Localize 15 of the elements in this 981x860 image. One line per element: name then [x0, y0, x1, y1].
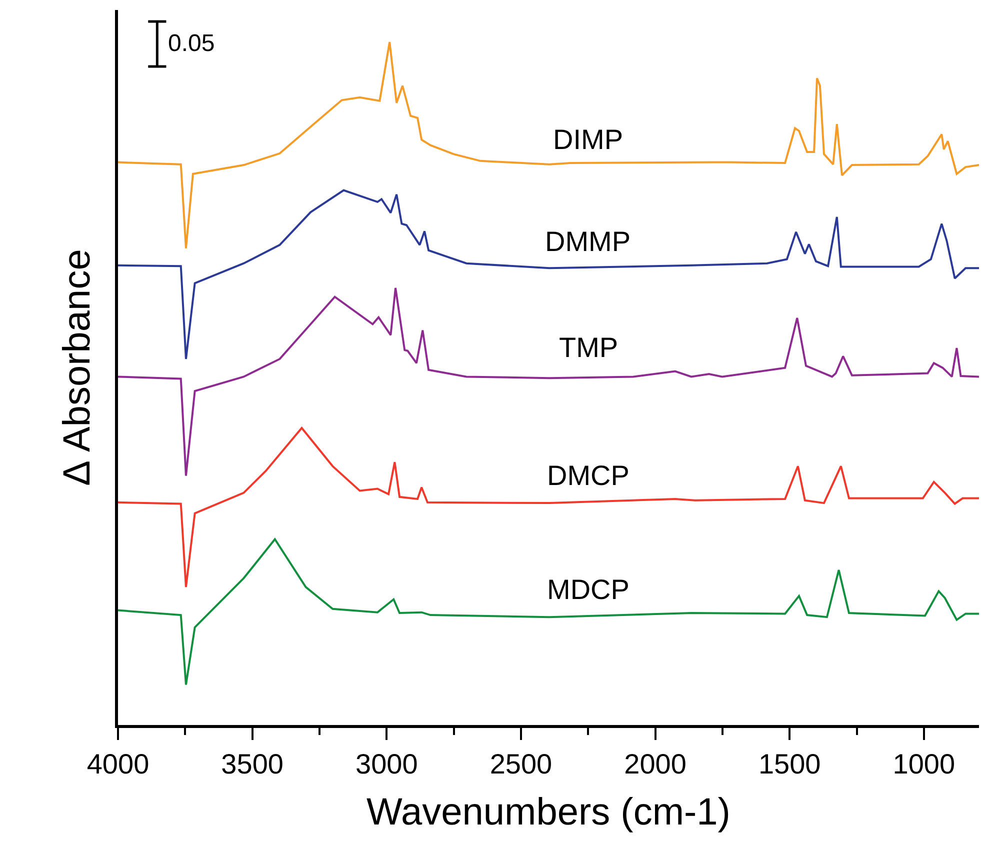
x-tick-label: 2000	[624, 748, 686, 780]
x-tick-label: 1500	[758, 748, 821, 780]
x-axis-title: Wavenumbers (cm-1)	[366, 791, 730, 834]
x-tick-label: 3500	[221, 748, 284, 780]
x-tick-label: 1000	[892, 748, 956, 780]
x-tick-label: 3000	[355, 748, 418, 780]
series-label: TMP	[559, 332, 618, 363]
series-label: DIMP	[553, 124, 623, 155]
series-label: MDCP	[547, 574, 630, 605]
x-tick-label: 2500	[490, 748, 552, 780]
series-label: DMMP	[545, 226, 631, 257]
x-tick-label: 4000	[86, 748, 150, 780]
annotation: 0.05	[168, 30, 215, 57]
y-axis-title: Δ Absorbance	[56, 249, 98, 486]
series-label: DMCP	[547, 460, 630, 491]
